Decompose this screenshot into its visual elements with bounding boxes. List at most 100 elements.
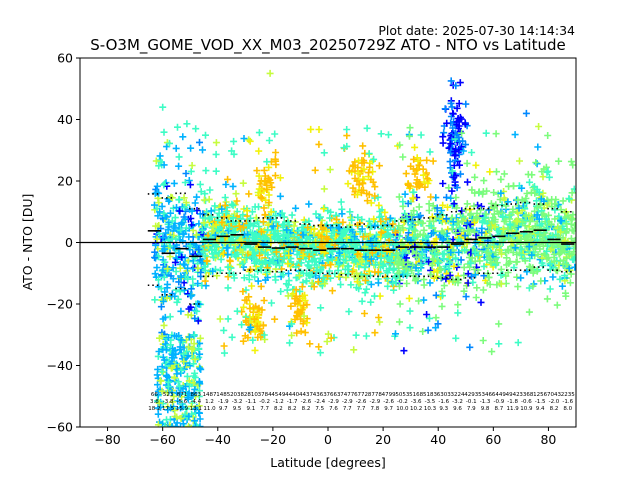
bin-count-label: 5053 — [395, 392, 409, 398]
data-point — [321, 280, 329, 288]
data-point — [535, 188, 543, 196]
data-point — [166, 313, 174, 321]
data-point — [384, 226, 392, 234]
data-point — [211, 202, 219, 210]
data-point — [182, 224, 190, 232]
data-point — [502, 272, 510, 280]
data-point — [449, 109, 457, 117]
data-point — [448, 187, 456, 195]
data-point — [271, 172, 279, 180]
data-point — [195, 379, 203, 386]
data-point — [399, 153, 407, 161]
data-point — [339, 218, 347, 226]
data-point — [410, 207, 418, 215]
data-point — [216, 266, 224, 274]
data-point — [170, 222, 178, 230]
data-point — [283, 226, 291, 234]
bin-count-label: 5183 — [423, 392, 437, 398]
data-point — [526, 178, 533, 186]
data-point — [201, 190, 209, 198]
bin-count-label: 871 — [177, 392, 188, 398]
data-point — [229, 201, 237, 209]
data-point — [336, 249, 343, 257]
data-point — [404, 258, 412, 266]
data-point — [370, 155, 378, 163]
data-point — [558, 217, 565, 225]
data-point — [169, 264, 177, 272]
x-tick-label: −20 — [260, 432, 286, 447]
data-point — [566, 279, 574, 287]
data-point — [392, 279, 400, 287]
bin-std-label: 9.8 — [481, 406, 490, 412]
data-point — [315, 140, 323, 148]
data-point — [154, 391, 162, 399]
data-point — [261, 211, 269, 219]
data-point — [542, 225, 550, 233]
bin-count-label: 3784 — [258, 392, 272, 398]
data-point — [375, 201, 383, 209]
data-point — [460, 263, 468, 271]
data-point — [553, 301, 561, 309]
y-tick-label: −40 — [47, 358, 73, 373]
data-point — [453, 204, 461, 212]
data-point — [238, 321, 246, 329]
data-point — [558, 282, 566, 290]
data-point — [172, 268, 180, 275]
data-point — [355, 273, 363, 281]
data-point — [166, 139, 173, 147]
data-point — [253, 167, 261, 175]
bin-std-label: 9.6 — [453, 406, 462, 412]
data-point — [392, 330, 399, 338]
data-point — [550, 250, 558, 258]
data-point — [563, 220, 570, 228]
data-point — [256, 252, 263, 260]
data-point — [159, 315, 167, 323]
data-point — [514, 283, 522, 291]
data-point — [292, 204, 300, 212]
data-point — [269, 255, 277, 263]
data-point — [239, 211, 247, 219]
bin-count-label: 4799 — [382, 392, 396, 398]
data-point — [502, 249, 510, 256]
data-point — [175, 162, 183, 170]
data-point — [527, 235, 535, 243]
data-point — [432, 235, 440, 243]
data-point — [492, 248, 500, 256]
data-point — [386, 214, 394, 222]
data-point — [180, 230, 188, 238]
data-point — [187, 167, 195, 175]
data-point — [157, 403, 164, 411]
data-point — [485, 273, 493, 281]
bin-mean-label: -2.6 — [356, 399, 367, 405]
data-point — [228, 147, 236, 155]
data-point — [440, 250, 448, 258]
data-point — [153, 189, 161, 196]
data-point — [324, 256, 332, 264]
data-point — [511, 244, 519, 252]
data-point — [183, 120, 191, 128]
y-axis-ticks: −60 −40 −20 0 20 40 60 — [47, 51, 80, 435]
data-point — [265, 163, 273, 171]
data-point — [342, 257, 350, 264]
data-point — [312, 210, 320, 218]
data-point — [471, 173, 479, 181]
data-point — [175, 249, 183, 257]
data-point — [354, 213, 362, 221]
data-point — [455, 134, 463, 141]
data-point — [354, 221, 362, 229]
data-point — [168, 217, 176, 225]
data-point — [490, 189, 498, 196]
data-point — [471, 271, 479, 279]
data-point — [509, 249, 517, 256]
data-point — [326, 267, 333, 275]
data-point — [488, 348, 496, 356]
bin-std-label: 11.0 — [203, 406, 216, 412]
data-point — [278, 209, 286, 217]
data-point — [403, 215, 411, 223]
data-point — [254, 277, 262, 285]
data-point — [302, 218, 310, 226]
data-point — [255, 203, 262, 211]
data-point — [240, 224, 247, 232]
x-tick-label: 40 — [430, 432, 446, 447]
